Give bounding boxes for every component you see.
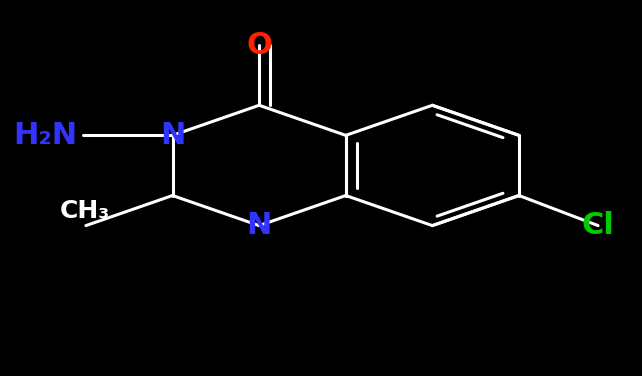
Text: H₂N: H₂N [13, 121, 77, 150]
Text: Cl: Cl [582, 211, 614, 240]
Text: N: N [247, 211, 272, 240]
Text: N: N [160, 121, 186, 150]
Text: O: O [247, 30, 272, 60]
Text: CH₃: CH₃ [60, 199, 110, 223]
